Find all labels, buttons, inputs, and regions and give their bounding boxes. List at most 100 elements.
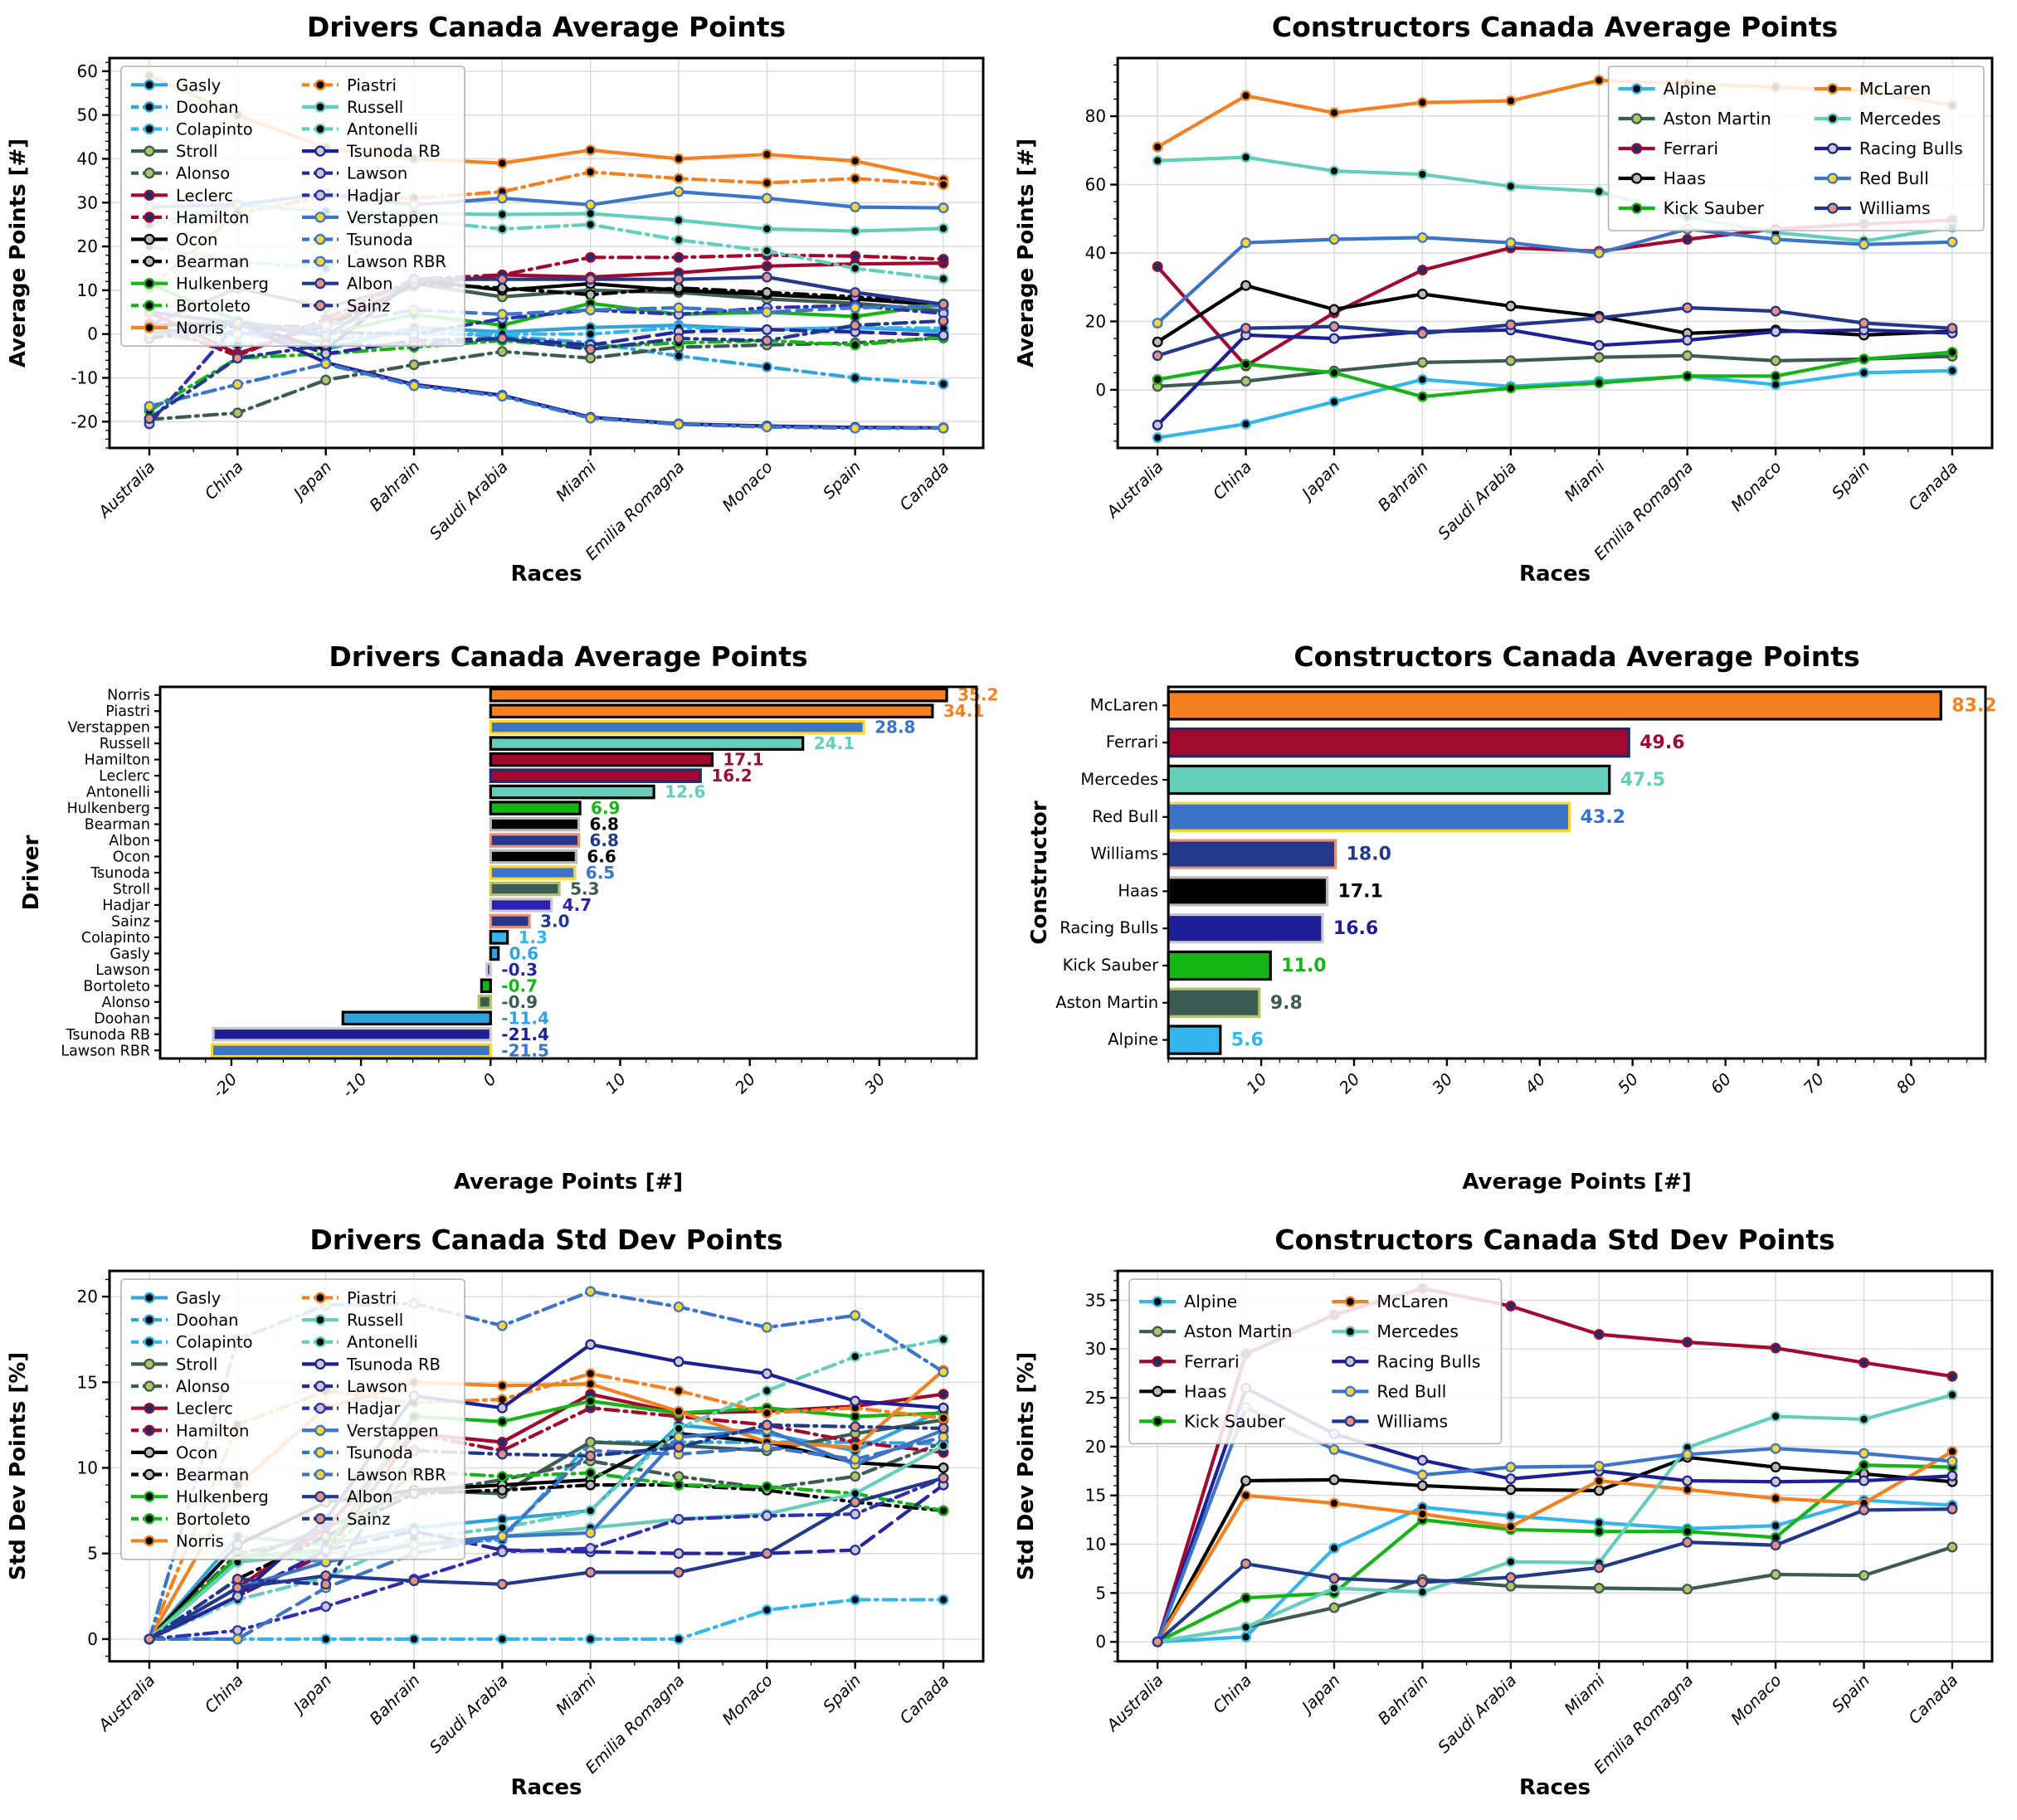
legend-label: Bortoleto <box>176 1510 251 1529</box>
bar-category-label: Verstappen <box>68 720 150 737</box>
series-kick-sauber <box>1152 347 1958 402</box>
legend-label: Lawson <box>347 164 407 183</box>
legend-label: Doohan <box>176 1311 238 1330</box>
legend-item-aston-martin: Aston Martin <box>1139 1321 1292 1341</box>
series-lawson-rbr <box>144 358 949 434</box>
y-tick-label: 35 <box>1085 1290 1106 1310</box>
legend-label: Ocon <box>176 1443 217 1462</box>
bar-value-label: 43.2 <box>1581 807 1625 828</box>
y-tick-label: 30 <box>77 192 98 212</box>
panel-constructors-average-line: 0 20 40 60 80 Australia China Japan Bahrain Saudi… <box>1008 0 2017 606</box>
y-axis-label: Std Dev Points [%] <box>1014 1352 1039 1580</box>
bar-category-label: Ocon <box>113 849 150 866</box>
legend-label: Colapinto <box>176 120 253 139</box>
legend-item-doohan: Doohan <box>131 1311 238 1330</box>
y-tick-label: 20 <box>77 236 98 256</box>
bar-category-label: Lawson <box>95 962 150 979</box>
legend-item-mercedes: Mercedes <box>1332 1321 1459 1341</box>
bar-stroll: 5.3 <box>489 878 600 898</box>
x-tick-label: Bahrain <box>366 457 424 515</box>
x-tick-label: 20 <box>1336 1069 1364 1097</box>
bar-category-label: Racing Bulls <box>1060 918 1158 937</box>
bar-value-label: 6.5 <box>586 863 615 883</box>
x-tick-label: -10 <box>339 1069 371 1102</box>
y-tick-label: 15 <box>77 1372 98 1392</box>
legend-label: Colapinto <box>176 1333 253 1352</box>
x-tick-label: 80 <box>1893 1069 1921 1097</box>
bar-value-label: 11.0 <box>1281 956 1326 976</box>
legend-item-leclerc: Leclerc <box>131 1399 233 1419</box>
x-tick-label: Canada <box>896 457 953 514</box>
bar-value-label: 0.6 <box>509 943 538 963</box>
legend-label: Hadjar <box>347 186 401 205</box>
panel-constructors-average-bar: 83.2 49.6 47.5 43.2 18.0 17.1 16.6 11.0 9.8 5.6 Mc… <box>1008 606 2017 1213</box>
drivers-average-bar-chart: 35.234.128.824.117.116.212.66.96.86.86.6… <box>19 640 998 1195</box>
bar-value-label: 18.0 <box>1347 844 1391 865</box>
y-tick-label: 60 <box>1085 175 1106 195</box>
x-tick-label: Spain <box>819 457 865 503</box>
x-tick-label: Australia <box>94 457 159 523</box>
bar-value-label: 35.2 <box>957 685 998 705</box>
bar-value-label: 4.7 <box>563 895 592 915</box>
bar-category-label: Ferrari <box>1106 732 1158 752</box>
x-tick-label: Miami <box>1561 1671 1609 1719</box>
bar-value-label: -0.9 <box>501 992 538 1012</box>
legend-item-tsunoda: Tsunoda <box>302 1443 413 1462</box>
legend-label: Mercedes <box>1859 109 1941 129</box>
series-williams <box>1152 1503 1958 1647</box>
legend-item-mclaren: McLaren <box>1814 79 1931 99</box>
bar-category-label: McLaren <box>1090 695 1158 714</box>
bar-lawson: -0.3 <box>485 960 538 980</box>
x-tick-label: Emilia Romagna <box>582 457 689 564</box>
bar-aston-martin: 9.8 <box>1167 987 1303 1018</box>
bar-hulkenberg: 6.9 <box>489 798 620 818</box>
legend-item-haas: Haas <box>1139 1381 1226 1401</box>
bar-category-label: Tsunoda RB <box>66 1027 150 1044</box>
y-tick-label: 20 <box>77 1287 98 1307</box>
x-tick-label: 30 <box>861 1069 889 1097</box>
legend-item-williams: Williams <box>1814 198 1931 218</box>
legend-item-piastri: Piastri <box>302 75 397 95</box>
constructors-average-bar-chart: 83.249.647.543.218.017.116.611.09.85.6Mc… <box>1027 640 1997 1195</box>
legend-label: Ferrari <box>1184 1351 1239 1371</box>
bar-category-label: Gasly <box>110 946 150 962</box>
x-tick-label: Emilia Romagna <box>1591 457 1698 564</box>
legend: Gasly Doohan Colapinto Stroll Alonso Leclerc H… <box>120 66 465 348</box>
x-tick-label: Saudi Arabia <box>1435 1671 1521 1757</box>
x-tick-label: Monaco <box>1727 1671 1786 1729</box>
legend-item-hulkenberg: Hulkenberg <box>131 1487 269 1506</box>
legend-label: Kick Sauber <box>1184 1411 1285 1431</box>
legend-label: Leclerc <box>176 1399 233 1419</box>
legend-label: Bearman <box>176 252 249 271</box>
series-colapinto <box>144 1594 949 1645</box>
legend-item-bortoleto: Bortoleto <box>131 1510 251 1529</box>
legend-label: Ocon <box>176 231 217 250</box>
legend-label: Lawson RBR <box>347 252 446 271</box>
bar-russell: 24.1 <box>489 733 855 753</box>
bar-antonelli: 12.6 <box>489 782 705 802</box>
bar-colapinto: 1.3 <box>489 927 548 947</box>
y-tick-label: 40 <box>77 148 98 168</box>
legend-item-stroll: Stroll <box>131 1355 217 1374</box>
bar-alpine: 5.6 <box>1167 1024 1264 1055</box>
y-axis-label: Driver <box>19 835 44 910</box>
legend-item-ferrari: Ferrari <box>1139 1351 1240 1371</box>
y-tick-label: 0 <box>1095 380 1106 400</box>
legend-label: Tsunoda <box>346 231 413 250</box>
x-tick-label: Japan <box>288 457 336 505</box>
legend-item-albon: Albon <box>302 1487 392 1506</box>
x-tick-label: China <box>1209 1671 1255 1717</box>
bar-gasly: 0.6 <box>489 943 538 963</box>
x-tick-label: 50 <box>1614 1069 1642 1097</box>
legend-item-lawson: Lawson <box>302 164 407 183</box>
legend-item-haas: Haas <box>1618 168 1706 188</box>
legend-label: Hulkenberg <box>176 275 269 294</box>
bar-value-label: 49.6 <box>1639 732 1684 753</box>
legend-item-albon: Albon <box>302 275 392 294</box>
x-tick-label: Monaco <box>719 1671 777 1729</box>
legend-item-gasly: Gasly <box>131 1288 221 1307</box>
legend-label: Racing Bulls <box>1376 1351 1480 1371</box>
series-mclaren <box>1152 1446 1958 1647</box>
y-tick-label: -20 <box>71 411 98 431</box>
